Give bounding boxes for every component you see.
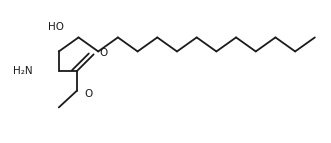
Text: HO: HO xyxy=(48,22,64,32)
Text: O: O xyxy=(84,89,92,99)
Text: O: O xyxy=(100,48,108,58)
Text: H₂N: H₂N xyxy=(13,66,32,76)
